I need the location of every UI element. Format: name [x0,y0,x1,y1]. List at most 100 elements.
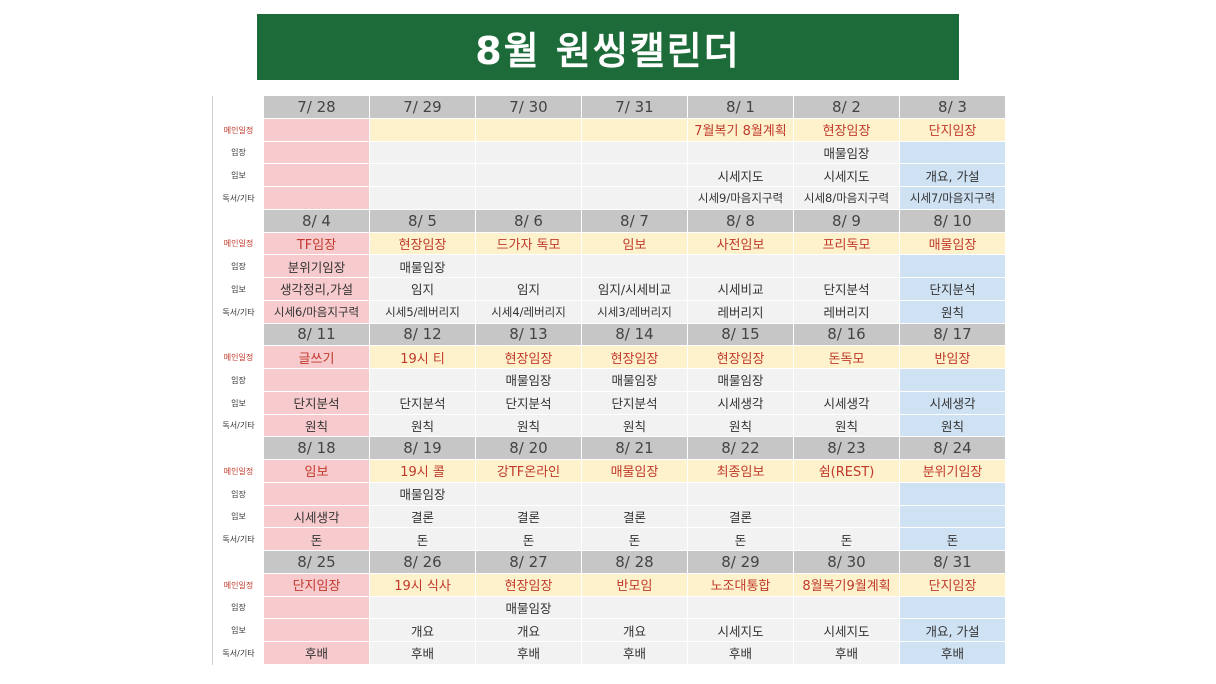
schedule-cell[interactable]: 후배 [476,642,582,665]
schedule-cell[interactable] [370,164,476,187]
schedule-cell[interactable]: 현장임장 [370,232,476,256]
schedule-cell[interactable] [794,505,900,529]
schedule-cell[interactable]: 8월복기9월계획 [794,573,900,597]
schedule-cell[interactable]: 원칙 [264,414,370,438]
schedule-cell[interactable]: 시세8/마음지구력 [794,187,900,210]
schedule-cell[interactable] [264,482,370,506]
schedule-cell[interactable]: 임보 [264,460,370,483]
schedule-cell[interactable] [900,596,1006,620]
schedule-cell[interactable]: 현장임장 [794,118,900,142]
schedule-cell[interactable] [582,255,688,278]
schedule-cell[interactable]: 레버리지 [794,300,900,324]
schedule-cell[interactable]: 매물임장 [370,482,476,506]
schedule-cell[interactable] [476,255,582,278]
schedule-cell[interactable]: 매물임장 [476,596,582,620]
schedule-cell[interactable]: 후배 [688,642,794,665]
schedule-cell[interactable]: 원칙 [476,414,582,438]
schedule-cell[interactable]: 단지분석 [264,391,370,415]
schedule-cell[interactable]: 매물임장 [476,369,582,392]
schedule-cell[interactable] [794,369,900,392]
schedule-cell[interactable] [476,118,582,142]
schedule-cell[interactable] [476,187,582,210]
schedule-cell[interactable]: 반임장 [900,346,1006,369]
schedule-cell[interactable]: 후배 [264,642,370,665]
schedule-cell[interactable]: 단지임장 [900,573,1006,597]
schedule-cell[interactable]: 현장임장 [476,346,582,369]
schedule-cell[interactable]: 시세5/레버리지 [370,300,476,324]
schedule-cell[interactable] [476,164,582,187]
schedule-cell[interactable]: 돈 [476,528,582,551]
schedule-cell[interactable]: 후배 [900,642,1006,665]
schedule-cell[interactable]: 생각정리,가설 [264,278,370,301]
schedule-cell[interactable]: 돈 [794,528,900,551]
schedule-cell[interactable]: 레버리지 [688,300,794,324]
schedule-cell[interactable] [688,141,794,165]
schedule-cell[interactable]: 단지임장 [900,118,1006,142]
schedule-cell[interactable]: 돈 [900,528,1006,551]
schedule-cell[interactable] [794,482,900,506]
schedule-cell[interactable]: 시세비교 [688,278,794,301]
schedule-cell[interactable]: 매물임장 [900,232,1006,256]
schedule-cell[interactable] [264,164,370,187]
schedule-cell[interactable]: 개요, 가설 [900,164,1006,187]
schedule-cell[interactable]: 분위기임장 [264,255,370,278]
schedule-cell[interactable]: 매물임장 [688,369,794,392]
schedule-cell[interactable] [476,141,582,165]
schedule-cell[interactable]: 최종임보 [688,460,794,483]
schedule-cell[interactable]: 시세3/레버리지 [582,300,688,324]
schedule-cell[interactable] [370,369,476,392]
schedule-cell[interactable]: 현장임장 [476,573,582,597]
schedule-cell[interactable] [582,187,688,210]
schedule-cell[interactable] [476,482,582,506]
schedule-cell[interactable] [900,141,1006,165]
schedule-cell[interactable]: 임보 [582,232,688,256]
schedule-cell[interactable]: 매물임장 [582,369,688,392]
schedule-cell[interactable]: 돈 [264,528,370,551]
schedule-cell[interactable] [900,482,1006,506]
schedule-cell[interactable]: 시세지도 [794,164,900,187]
schedule-cell[interactable]: 결론 [476,505,582,529]
schedule-cell[interactable]: 시세4/레버리지 [476,300,582,324]
schedule-cell[interactable] [370,118,476,142]
schedule-cell[interactable]: 원칙 [688,414,794,438]
schedule-cell[interactable]: 시세지도 [794,619,900,642]
schedule-cell[interactable]: 노조대통합 [688,573,794,597]
schedule-cell[interactable]: 결론 [688,505,794,529]
schedule-cell[interactable]: 사전임보 [688,232,794,256]
schedule-cell[interactable]: 매물임장 [582,460,688,483]
schedule-cell[interactable]: 매물임장 [370,255,476,278]
schedule-cell[interactable] [688,596,794,620]
schedule-cell[interactable]: 단지분석 [582,391,688,415]
schedule-cell[interactable]: 원칙 [582,414,688,438]
schedule-cell[interactable]: 개요 [582,619,688,642]
schedule-cell[interactable] [370,141,476,165]
schedule-cell[interactable] [264,141,370,165]
schedule-cell[interactable]: 원칙 [370,414,476,438]
schedule-cell[interactable]: 시세9/마음지구력 [688,187,794,210]
schedule-cell[interactable]: 임지 [370,278,476,301]
schedule-cell[interactable]: 프리독모 [794,232,900,256]
schedule-cell[interactable]: 매물임장 [794,141,900,165]
schedule-cell[interactable]: 시세생각 [900,391,1006,415]
schedule-cell[interactable]: 현장임장 [582,346,688,369]
schedule-cell[interactable]: 개요 [370,619,476,642]
schedule-cell[interactable]: 19시 콜 [370,460,476,483]
schedule-cell[interactable] [582,482,688,506]
schedule-cell[interactable]: 임지/시세비교 [582,278,688,301]
schedule-cell[interactable]: 돈 [688,528,794,551]
schedule-cell[interactable] [900,369,1006,392]
schedule-cell[interactable]: 단지분석 [794,278,900,301]
schedule-cell[interactable] [370,187,476,210]
schedule-cell[interactable]: 원칙 [900,300,1006,324]
schedule-cell[interactable]: 단지분석 [370,391,476,415]
schedule-cell[interactable] [264,118,370,142]
schedule-cell[interactable]: 19시 식사 [370,573,476,597]
schedule-cell[interactable] [688,255,794,278]
schedule-cell[interactable] [582,118,688,142]
schedule-cell[interactable]: 7월복기 8월계획 [688,118,794,142]
schedule-cell[interactable]: 시세생각 [688,391,794,415]
schedule-cell[interactable]: 개요 [476,619,582,642]
schedule-cell[interactable]: 단지임장 [264,573,370,597]
schedule-cell[interactable]: 시세7/마음지구력 [900,187,1006,210]
schedule-cell[interactable]: 임지 [476,278,582,301]
